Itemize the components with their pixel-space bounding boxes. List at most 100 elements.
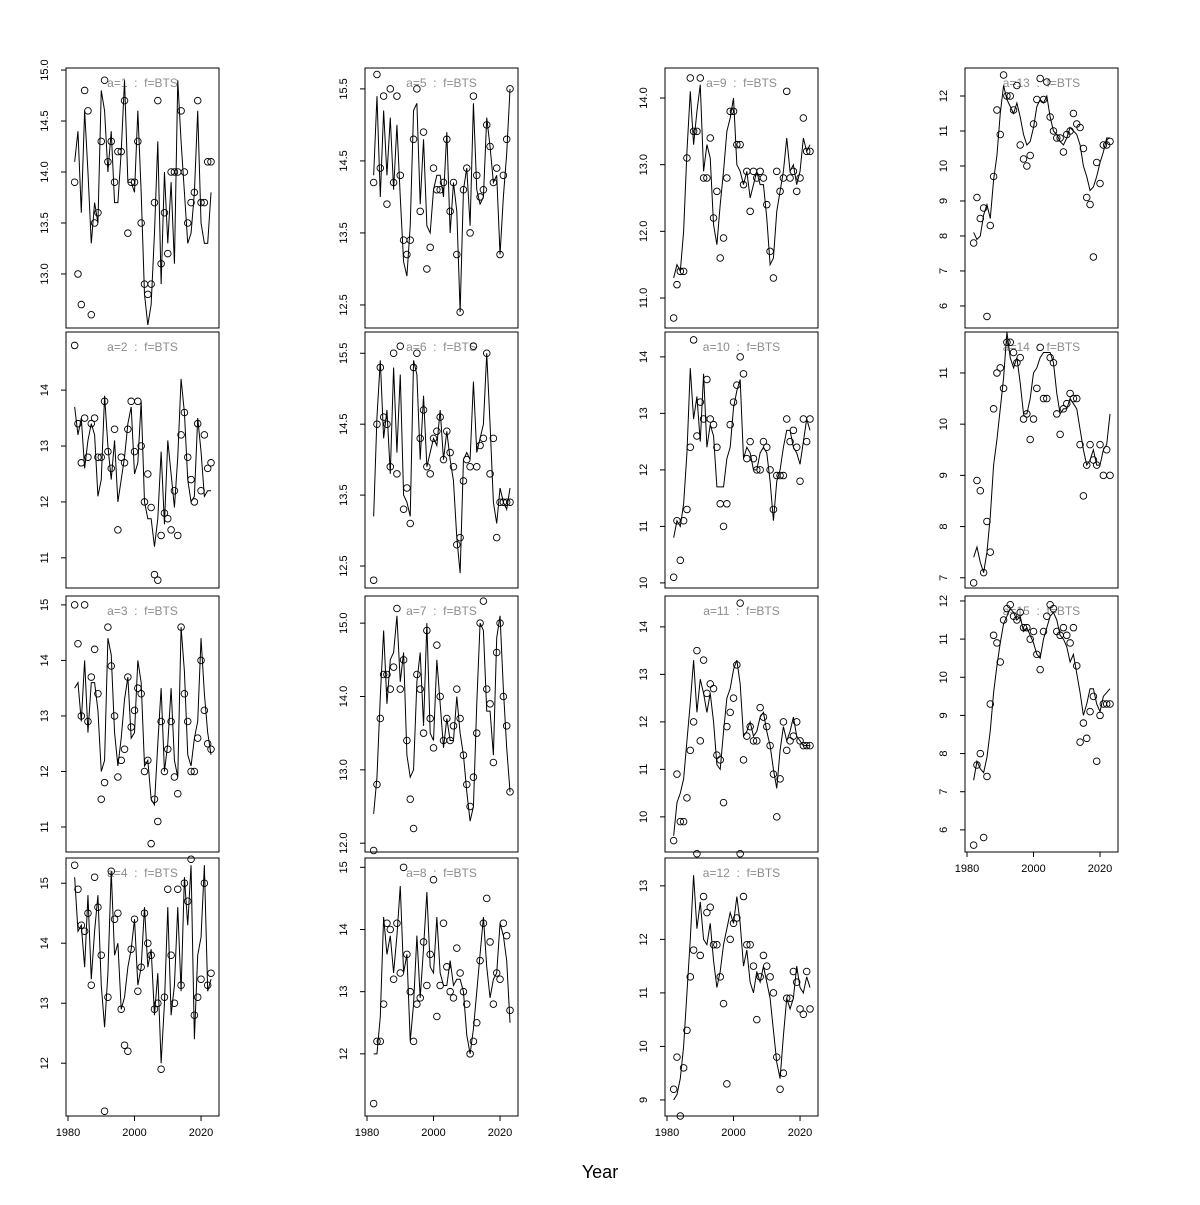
data-point <box>104 993 112 1001</box>
y-tick-label: 9 <box>938 472 950 478</box>
data-point <box>100 76 109 84</box>
data-point <box>773 167 781 176</box>
data-point <box>396 171 405 180</box>
data-point <box>87 981 96 989</box>
data-point <box>706 415 714 423</box>
data-point <box>1039 627 1048 636</box>
panel-title: a=12 : f=BTS <box>703 866 780 880</box>
data-point <box>1079 719 1088 727</box>
data-point <box>200 198 209 207</box>
data-point <box>369 1099 378 1108</box>
data-point <box>739 180 748 189</box>
data-point <box>739 756 748 764</box>
x-tick-label: 1980 <box>655 1127 679 1139</box>
fitted-line <box>973 331 1111 573</box>
y-tick-label: 14 <box>39 654 51 666</box>
data-point <box>180 168 189 176</box>
data-point <box>999 384 1008 393</box>
y-tick-label: 10 <box>638 577 650 589</box>
data-point <box>147 503 155 512</box>
data-point <box>409 135 418 144</box>
data-point <box>97 951 106 959</box>
data-point <box>197 656 205 665</box>
data-point <box>473 1018 481 1027</box>
data-point <box>802 967 811 976</box>
data-point <box>473 462 481 471</box>
data-point <box>1096 179 1104 188</box>
data-point <box>429 744 438 752</box>
data-point <box>110 712 119 720</box>
y-tick-label: 13.0 <box>638 154 650 175</box>
y-tick-label: 14 <box>39 937 51 949</box>
data-point <box>489 434 498 443</box>
y-tick-label: 13.5 <box>338 222 350 243</box>
data-point <box>703 908 711 917</box>
data-point <box>170 168 179 176</box>
data-point <box>969 239 978 247</box>
data-point <box>157 717 165 726</box>
data-point <box>429 164 438 172</box>
data-point <box>1069 109 1078 118</box>
y-tick-label: 8 <box>938 523 950 529</box>
data-point <box>686 746 695 755</box>
y-tick-label: 13 <box>39 440 51 452</box>
data-point <box>157 1065 165 1073</box>
y-tick-label: 13.5 <box>338 484 350 505</box>
y-tick-label: 6 <box>938 303 950 309</box>
panel-title: a=8 : f=BTS <box>406 866 477 880</box>
data-point <box>716 254 724 262</box>
data-point <box>1039 394 1048 403</box>
data-point <box>673 770 681 778</box>
y-tick-label: 14 <box>338 923 350 935</box>
data-point <box>1076 123 1084 132</box>
y-tick-label: 9 <box>938 712 950 718</box>
data-point <box>1079 144 1088 153</box>
y-tick-label: 15.0 <box>338 612 350 633</box>
data-point <box>423 981 431 990</box>
data-point <box>1082 461 1091 469</box>
y-tick-label: 13 <box>638 407 650 419</box>
data-point <box>1092 757 1101 765</box>
data-point <box>114 909 122 917</box>
x-tick-label: 2000 <box>1021 863 1045 875</box>
data-point <box>154 576 162 584</box>
y-tick-label: 13 <box>638 668 650 680</box>
data-point <box>1013 616 1021 624</box>
data-point <box>733 140 741 149</box>
data-point <box>193 96 202 105</box>
data-point <box>114 773 122 781</box>
data-point <box>137 442 145 450</box>
data-point <box>130 447 139 456</box>
data-point <box>150 570 159 579</box>
x-tick-label: 1980 <box>955 863 979 875</box>
data-point <box>719 798 728 807</box>
data-point <box>999 71 1008 79</box>
data-point <box>70 861 79 869</box>
y-tick-label: 11 <box>638 987 650 998</box>
y-tick-label: 11 <box>938 367 950 378</box>
plot-frame <box>664 331 819 589</box>
y-tick-label: 11 <box>638 521 650 532</box>
data-point <box>689 718 698 726</box>
y-tick-label: 12 <box>638 933 650 945</box>
plot-frame <box>364 857 519 1117</box>
data-point <box>973 476 981 485</box>
data-point <box>140 767 149 776</box>
data-point <box>1043 394 1051 403</box>
data-point <box>776 775 784 783</box>
data-point <box>976 214 985 223</box>
data-point <box>419 406 428 414</box>
data-point <box>406 987 414 996</box>
data-point <box>154 999 162 1007</box>
data-point <box>759 174 768 182</box>
y-tick-label: 13 <box>638 880 650 892</box>
data-point <box>492 164 501 172</box>
y-tick-label: 13 <box>39 997 51 1009</box>
data-point <box>786 437 794 446</box>
y-tick-label: 7 <box>938 575 950 581</box>
data-point <box>726 935 734 944</box>
fitted-line <box>673 368 811 538</box>
y-tick-label: 12.5 <box>338 294 350 315</box>
data-point <box>446 207 454 216</box>
y-tick-label: 9 <box>638 1097 650 1103</box>
